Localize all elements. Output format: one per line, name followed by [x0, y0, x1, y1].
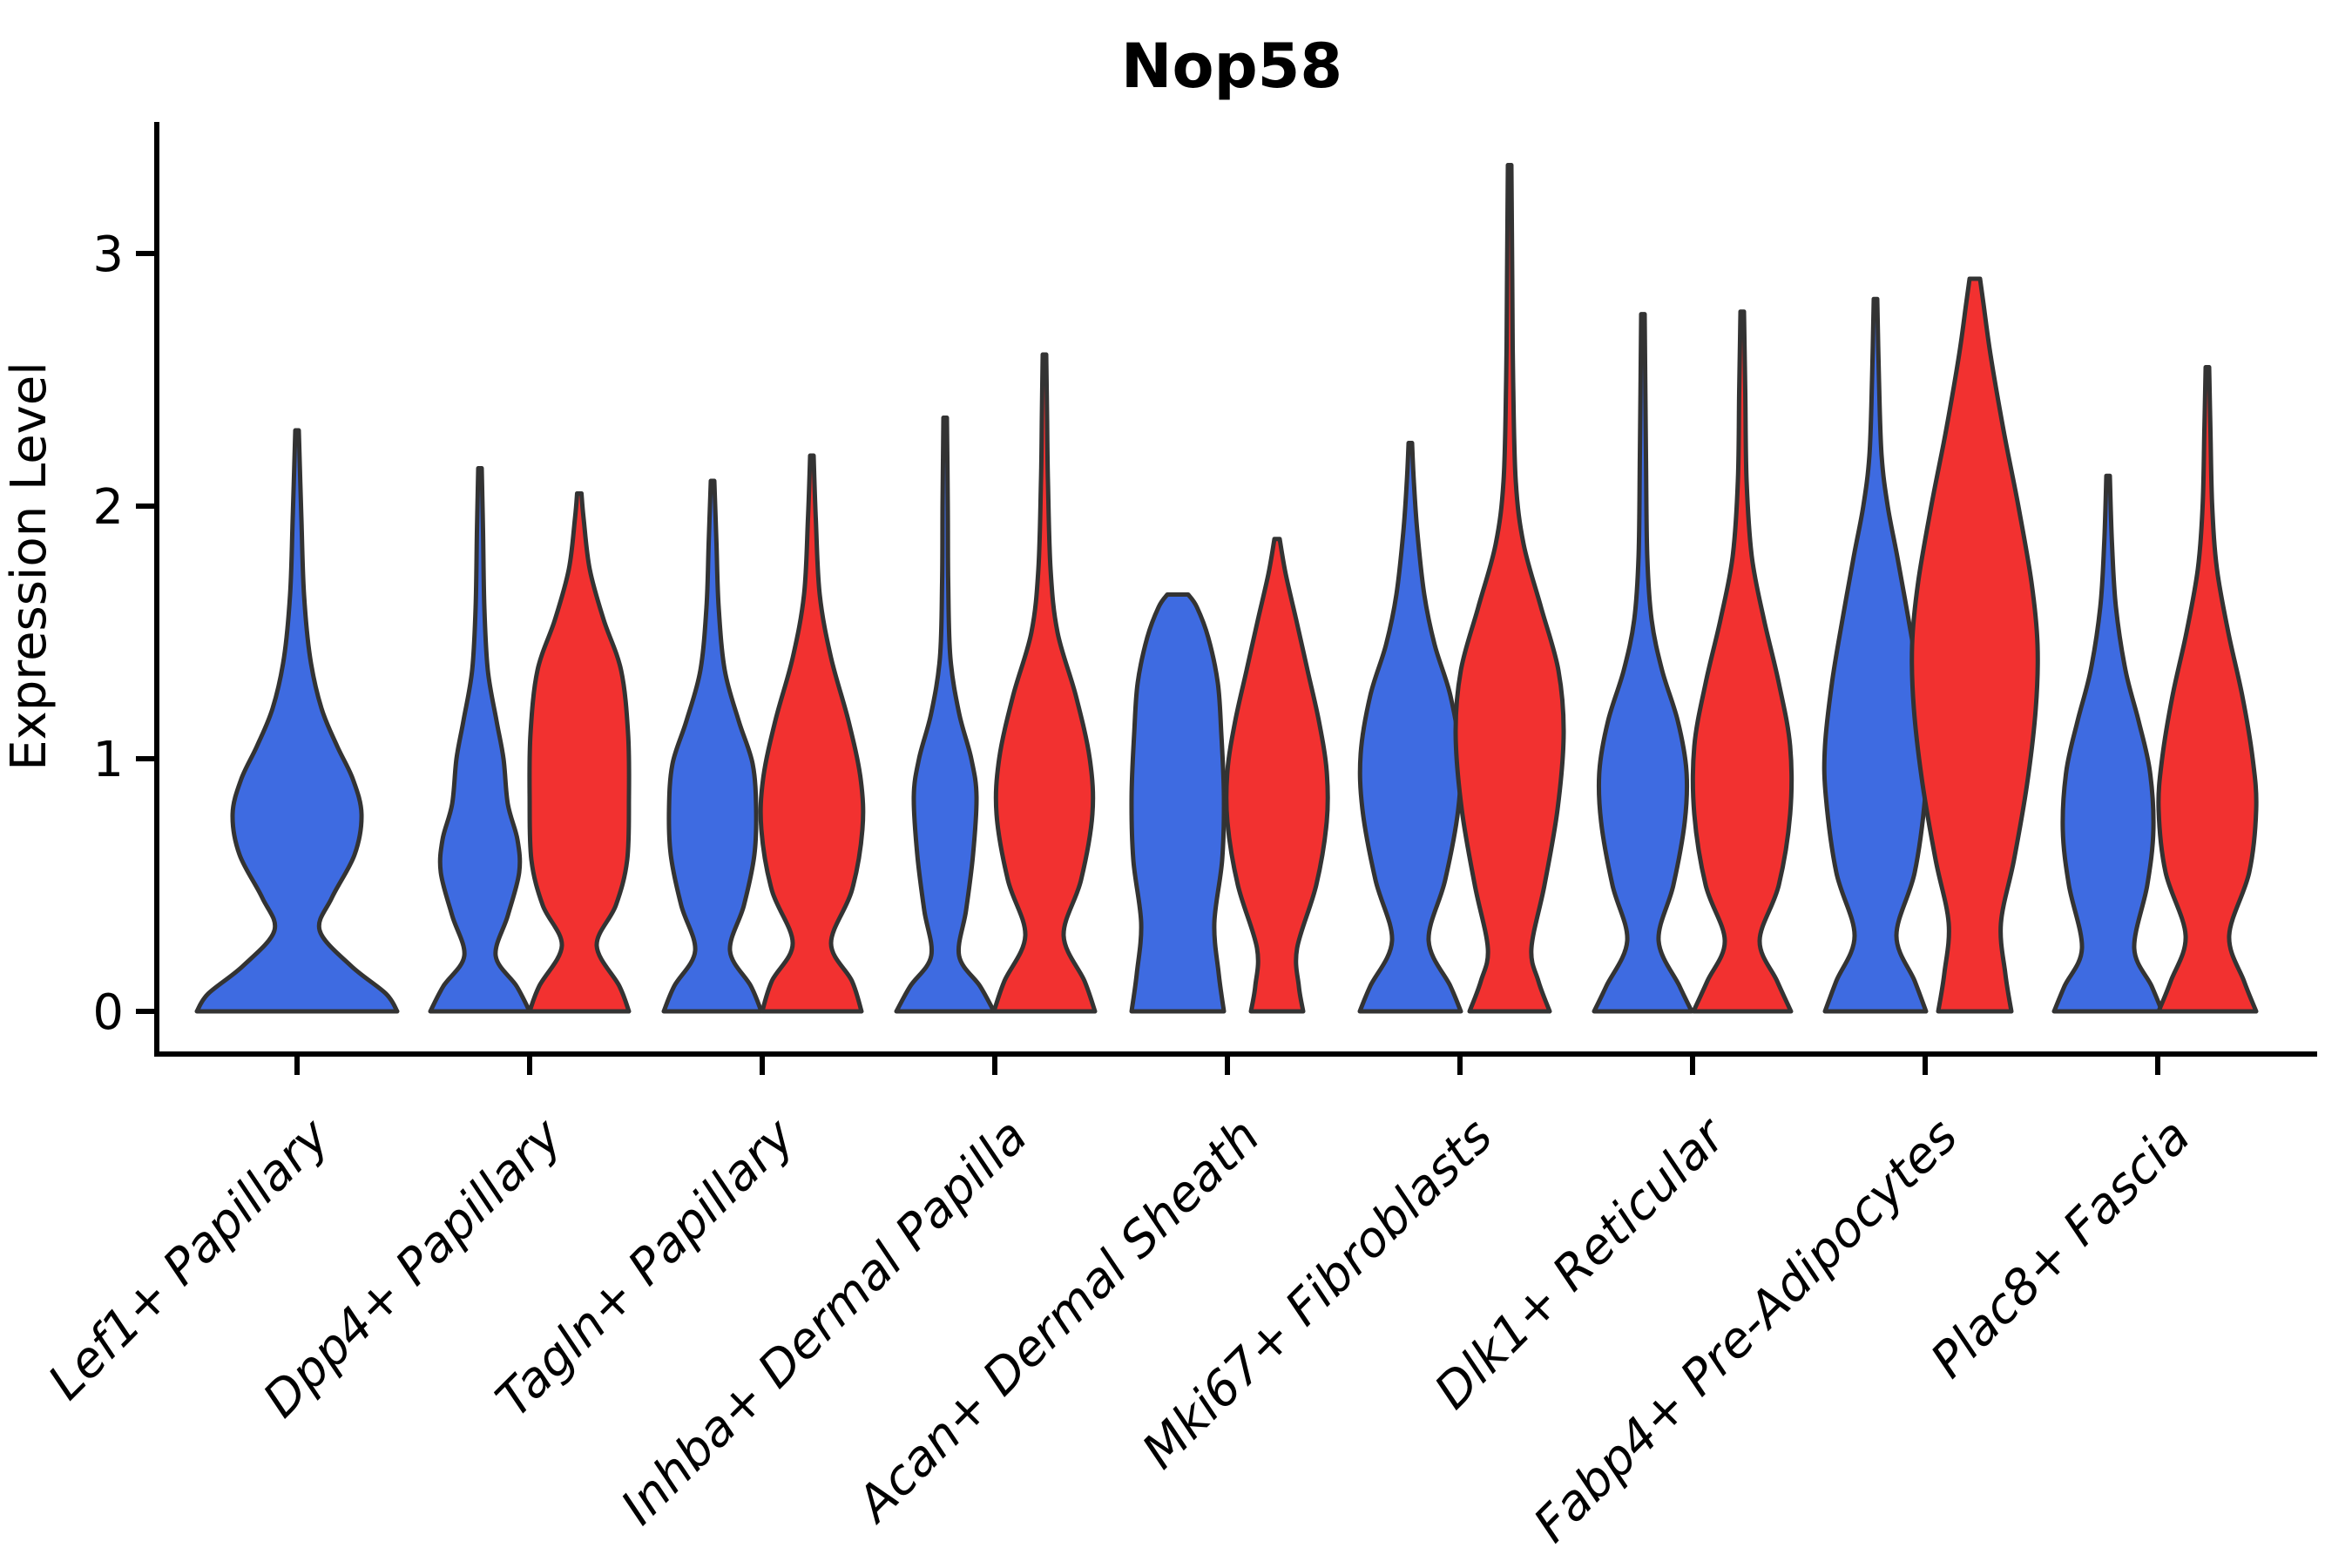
y-axis-label: Expression Level [1, 362, 57, 771]
violin-mki67-fibroblasts-red [1453, 163, 1566, 1014]
violin-acan-dermal-sheath-blue [1129, 592, 1227, 1014]
y-tick-label: 1 [92, 732, 124, 788]
chart-title: Nop58 [1121, 30, 1342, 102]
violin-inhba-dermal-papilla-blue [894, 416, 997, 1014]
y-tick-label: 3 [92, 226, 124, 283]
violin-dlk1-reticular-blue [1592, 312, 1694, 1014]
violin-fabp4-pre-adipocytes-red [1909, 276, 2040, 1014]
y-tick-label: 0 [92, 984, 124, 1041]
x-tick-label-fabp4-pre-adipocytes: Fabp4+ Pre-Adipocytes [1524, 1108, 1969, 1553]
y-tick-label: 2 [92, 479, 124, 536]
violin-dlk1-reticular-red [1690, 309, 1794, 1014]
violins-group [194, 163, 2259, 1014]
violin-tagln-papillary-blue [661, 478, 764, 1014]
violin-plac8-fascia-red [2156, 365, 2259, 1014]
violin-dpp4-papillary-red [527, 491, 632, 1014]
violin-dpp4-papillary-blue [428, 466, 532, 1014]
x-tick-label-acan-dermal-sheath: Acan+ Dermal Sheath [845, 1108, 1271, 1534]
x-tick-label-inhba-dermal-papilla: Inhba+ Dermal Papilla [611, 1108, 1038, 1536]
y-axis-ticks: 0 1 2 3 [92, 226, 157, 1041]
violin-acan-dermal-sheath-red [1224, 537, 1330, 1014]
violin-tagln-papillary-red [758, 453, 866, 1014]
violin-plac8-fascia-blue [2051, 473, 2165, 1014]
violin-inhba-dermal-papilla-red [991, 352, 1098, 1014]
violin-mki67-fibroblasts-blue [1357, 441, 1463, 1014]
axis-spines [154, 122, 2317, 1057]
violin-lef1-papillary-single [194, 428, 400, 1014]
